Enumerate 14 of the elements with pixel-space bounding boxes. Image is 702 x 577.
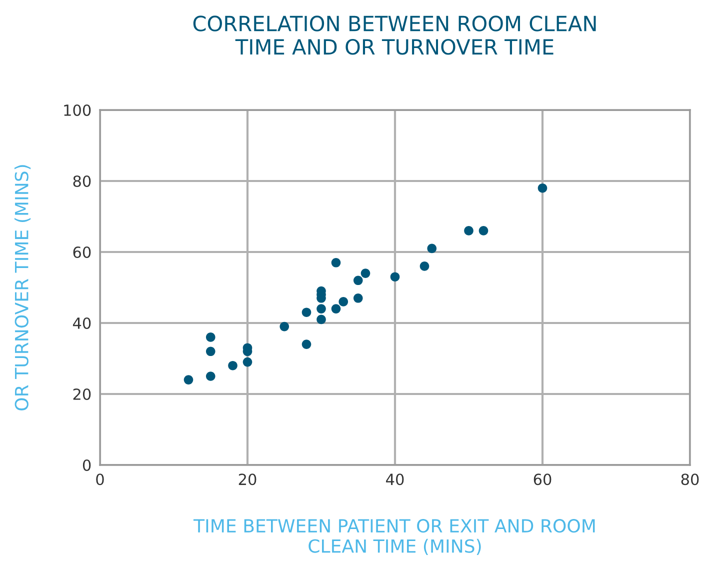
x-axis-title: TIME BETWEEN PATIENT OR EXIT AND ROOM CLEAN TIME (MINS) xyxy=(193,518,595,555)
y-tick-label: 40 xyxy=(72,317,91,330)
y-tick-label: 0 xyxy=(82,459,91,472)
x-tick-label: 0 xyxy=(96,474,104,486)
y-tick-label: 80 xyxy=(73,175,91,188)
y-tick-label: 100 xyxy=(64,104,91,116)
x-tick-label: 20 xyxy=(238,474,256,486)
x-tick-label: 60 xyxy=(534,474,552,486)
y-axis-title: OR TURNOVER TIME (MINS) xyxy=(14,165,31,410)
chart-title: CORRELATION BETWEEN ROOM CLEAN TIME AND OR TURNOVER TIME xyxy=(193,16,596,55)
x-tick-label: 40 xyxy=(386,474,404,486)
y-tick-label: 20 xyxy=(73,388,91,400)
y-tick-label: 60 xyxy=(73,246,91,258)
x-tick-label: 80 xyxy=(681,474,699,486)
